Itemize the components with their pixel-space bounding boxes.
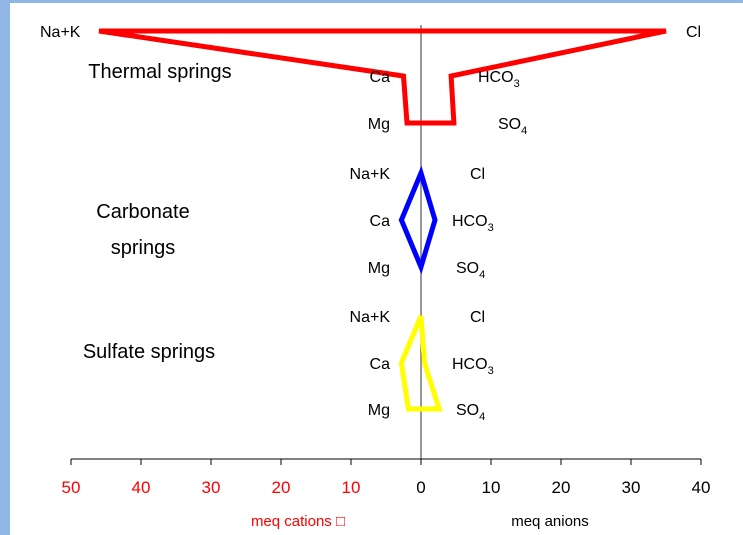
x-axis-label-anions: meq anions xyxy=(511,513,589,530)
x-tick-label-anion: 10 xyxy=(482,478,501,497)
stiff-diagram-chart: Thermal springs Na+K Ca Mg Cl HCO3 SO4 Carbonat… xyxy=(40,24,711,530)
stiff-polygon-thermal-springs xyxy=(98,28,667,126)
plot-area: Thermal springs Na+K Ca Mg Cl HCO3 SO4 Carbonat… xyxy=(10,3,743,535)
anion-label: HCO3 xyxy=(478,69,520,90)
x-tick-label-anion: 40 xyxy=(692,478,711,497)
x-tick-label-cation: 20 xyxy=(272,478,291,497)
series-name-label: springs xyxy=(111,237,175,259)
cation-label: Na+K xyxy=(40,24,81,41)
anion-label: Cl xyxy=(470,309,485,326)
x-tick-label-anion: 20 xyxy=(552,478,571,497)
anion-label: HCO3 xyxy=(452,213,494,234)
stiff-polygon-carbonate-springs xyxy=(398,165,438,275)
series-name-label: Thermal springs xyxy=(88,61,231,83)
anion-label: HCO3 xyxy=(452,356,494,377)
x-tick-label-cation: 30 xyxy=(202,478,221,497)
cation-label: Mg xyxy=(368,260,390,277)
x-tick-label-anion: 0 xyxy=(416,478,425,497)
x-tick-label-anion: 30 xyxy=(622,478,641,497)
x-tick-label-cation: 50 xyxy=(62,478,81,497)
cation-label: Mg xyxy=(368,116,390,133)
series-name-label: Sulfate springs xyxy=(83,341,215,363)
stiff-polygon-sulfate-springs xyxy=(398,315,443,412)
x-tick-label-cation: 10 xyxy=(342,478,361,497)
anion-label: SO4 xyxy=(498,116,527,137)
x-axis-label-cations: meq cations □ xyxy=(251,513,345,530)
x-tick-label-cation: 40 xyxy=(132,478,151,497)
cation-label: Ca xyxy=(370,213,391,230)
cation-label: Ca xyxy=(370,69,391,86)
anion-label: SO4 xyxy=(456,402,485,423)
anion-label: SO4 xyxy=(456,260,485,281)
cation-label: Na+K xyxy=(350,166,391,183)
cation-label: Na+K xyxy=(350,309,391,326)
cation-label: Ca xyxy=(370,356,391,373)
cation-label: Mg xyxy=(368,402,390,419)
anion-label: Cl xyxy=(686,24,701,41)
anion-label: Cl xyxy=(470,166,485,183)
series-name-label: Carbonate xyxy=(96,201,189,223)
